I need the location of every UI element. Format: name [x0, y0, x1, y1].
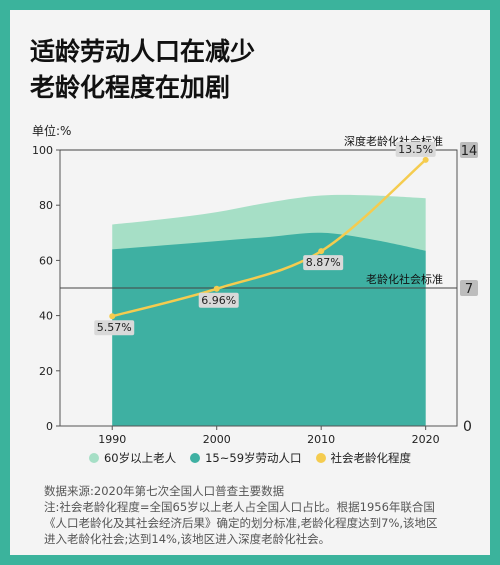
y-axis-unit-label: 单位:% [32, 124, 72, 138]
notes-line-source: 数据来源:2020年第七次全国人口普查主要数据 [44, 484, 285, 498]
legend-item-labor: 15~59岁劳动人口 [190, 450, 302, 466]
legend-label-labor: 15~59岁劳动人口 [205, 451, 302, 465]
y-tick-label-80: 80 [39, 199, 53, 212]
aging-label-bg-2000 [198, 292, 239, 308]
reference-line-label-1: 老龄化社会标准 [366, 272, 443, 286]
y-tick-label-40: 40 [39, 310, 53, 323]
legend-swatch-elderly [88, 453, 99, 463]
legend: 60岁以上老人 15~59岁劳动人口 社会老龄化程度 [10, 450, 490, 466]
chart-title-line-2: 老龄化程度在加剧 [30, 73, 231, 102]
chart-card: 适龄劳动人口在减少 老龄化程度在加剧 单位:% 0 20 40 60 80 100 1990… [10, 10, 490, 555]
aging-point-1990 [109, 313, 116, 320]
y-tick-label-60: 60 [39, 254, 53, 267]
legend-label-elderly: 60岁以上老人 [103, 451, 177, 465]
notes-line-1: 注:社会老龄化程度=全国65岁以上老人占全国人口占比。根据1956年联合国 [44, 500, 435, 514]
aging-label-1990: 5.57% [97, 321, 132, 334]
aging-line [111, 158, 427, 318]
legend-item-elderly: 60岁以上老人 [88, 450, 177, 466]
aging-point-2020 [422, 156, 429, 163]
x-tick-label-2000: 2000 [203, 433, 231, 446]
x-tick-label-2010: 2010 [307, 433, 335, 446]
aging-label-2010: 8.87% [306, 256, 341, 269]
y-tick-label-0: 0 [46, 420, 53, 433]
notes-line-2: 《人口老龄化及其社会经济后果》确定的划分标准,老龄化程度达到7%,该地区 [44, 516, 438, 530]
area-labor [112, 232, 426, 426]
legend-swatch-labor [190, 453, 201, 463]
x-tick-label-2020: 2020 [412, 433, 440, 446]
y2-tick-label-14: 14 [461, 144, 478, 159]
source-notes: 数据来源:2020年第七次全国人口普查主要数据 注:社会老龄化程度=全国65岁以… [44, 483, 474, 547]
aging-label-2020: 13.5% [398, 143, 433, 156]
aging-point-2010 [318, 248, 325, 255]
y2-tick-bg-14 [460, 142, 478, 158]
legend-swatch-aging [315, 453, 326, 463]
aging-point-2000 [213, 285, 220, 292]
legend-label-aging: 社会老龄化程度 [330, 451, 412, 465]
aging-label-bg-2010 [303, 255, 344, 271]
aging-label-bg-1990 [94, 320, 135, 336]
y2-tick-label-7: 7 [465, 282, 473, 297]
y2-tick-bg-7 [460, 280, 478, 296]
aging-label-2000: 6.96% [201, 294, 236, 307]
x-tick-label-1990: 1990 [98, 433, 126, 446]
chart-title-line-1: 适龄劳动人口在减少 [30, 37, 256, 66]
notes-line-3: 进入老龄化社会;达到14%,该地区进入深度老龄化社会。 [44, 532, 331, 546]
y-tick-label-20: 20 [39, 365, 53, 378]
y-tick-label-100: 100 [32, 144, 53, 157]
legend-item-aging: 社会老龄化程度 [315, 450, 412, 466]
y2-tick-label-0: 0 [463, 419, 472, 435]
aging-label-bg-2020 [395, 141, 436, 157]
